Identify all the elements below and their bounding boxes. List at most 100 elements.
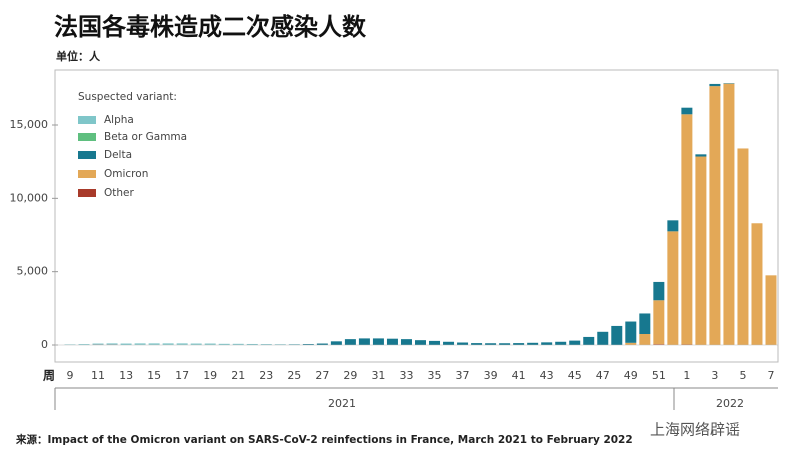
bar-segment: [260, 344, 272, 345]
bar-segment: [583, 336, 595, 345]
bar-segment: [667, 231, 679, 345]
y-tick-label: 5,000: [17, 265, 49, 278]
bar-segment: [471, 343, 483, 345]
bar-segment: [625, 342, 637, 345]
x-tick-label: 19: [203, 369, 217, 382]
bar-segment: [92, 343, 104, 345]
y-tick-label: 0: [41, 338, 48, 351]
bar-segment: [330, 341, 342, 345]
x-tick-label: 35: [428, 369, 442, 382]
bar-segment: [667, 220, 679, 232]
bar-segment: [386, 338, 398, 345]
bar-segment: [695, 156, 707, 345]
x-tick-label: 7: [768, 369, 775, 382]
bar-segment: [302, 344, 314, 345]
bar-segment: [443, 341, 455, 345]
bar-segment: [737, 148, 749, 345]
x-tick-label: 15: [147, 369, 161, 382]
bar-segment: [709, 83, 721, 87]
bar-segment: [765, 275, 777, 345]
x-tick-label: 1: [683, 369, 690, 382]
bar-segment: [639, 313, 651, 334]
legend-swatch: [78, 189, 96, 197]
bar-segment: [569, 340, 581, 345]
bar-segment: [372, 338, 384, 345]
x-tick-label: 13: [119, 369, 133, 382]
bar-segment: [611, 325, 623, 345]
bar-segment: [134, 343, 146, 345]
y-tick-label: 10,000: [10, 191, 49, 204]
bar-segment: [457, 342, 469, 345]
x-tick-label: 47: [596, 369, 610, 382]
bar-segment: [541, 342, 553, 345]
bar-segment: [176, 343, 188, 345]
bar-segment: [597, 331, 609, 345]
chart-title: 法国各毒株造成二次感染人数: [54, 13, 367, 41]
watermark: 上海网络辟谣: [650, 421, 740, 439]
bar-segment: [527, 342, 539, 345]
x-tick-label: 21: [231, 369, 245, 382]
bar-segment: [709, 86, 721, 345]
bar-segment: [120, 343, 132, 345]
legend-label: Delta: [104, 149, 132, 161]
bar-segment: [681, 114, 693, 345]
legend-swatch: [78, 151, 96, 159]
x-tick-label: 49: [624, 369, 638, 382]
legend-title: Suspected variant:: [78, 91, 177, 103]
bar-segment: [148, 343, 160, 345]
bar-segment: [751, 223, 763, 345]
legend-swatch: [78, 133, 96, 141]
chart-subtitle: 单位：人: [56, 49, 101, 63]
x-tick-label: 11: [91, 369, 105, 382]
x-tick-label: 29: [343, 369, 357, 382]
x-tick-label: 39: [484, 369, 498, 382]
bar-segment: [485, 343, 497, 345]
bar-segment: [639, 334, 651, 345]
bar-segment: [429, 340, 441, 345]
bar-segment: [653, 344, 665, 345]
x-tick-label: 3: [711, 369, 718, 382]
bar-segment: [204, 343, 216, 345]
bar-segment: [78, 344, 90, 345]
bar-segment: [723, 83, 735, 345]
source-note: 来源：Impact of the Omicron variant on SARS…: [15, 433, 633, 446]
bar-segment: [625, 321, 637, 343]
bar-segment: [499, 343, 511, 345]
x-tick-label: 5: [739, 369, 746, 382]
bar-segment: [162, 343, 174, 345]
x-tick-label: 43: [540, 369, 554, 382]
plot-frame: [54, 69, 779, 363]
x-tick-label: 45: [568, 369, 582, 382]
bar-segment: [218, 343, 230, 345]
x-tick-label: 51: [652, 369, 666, 382]
bar-segment: [106, 343, 118, 345]
bar-segment: [513, 343, 525, 345]
bar-segment: [400, 339, 412, 345]
x-tick-label: 33: [399, 369, 413, 382]
bar-segment: [653, 281, 665, 301]
legend-swatch: [78, 170, 96, 178]
x-tick-label: 9: [67, 369, 74, 382]
legend-label: Alpha: [104, 114, 134, 126]
bar-segment: [246, 343, 258, 345]
bar-segment: [695, 154, 707, 157]
x-tick-label: 31: [371, 369, 385, 382]
x-tick-label: 27: [315, 369, 329, 382]
bar-segment: [232, 343, 244, 345]
legend-label: Other: [104, 187, 134, 199]
legend-label: Omicron: [104, 168, 148, 180]
y-tick-label: 15,000: [10, 118, 49, 131]
bar-segment: [344, 339, 356, 345]
bar-segment: [681, 107, 693, 115]
x-tick-label: 23: [259, 369, 273, 382]
x-tick-label: 41: [512, 369, 526, 382]
x-tick-label: 17: [175, 369, 189, 382]
bar-segment: [190, 343, 202, 345]
bar-segment: [415, 340, 426, 345]
bar-segment: [358, 338, 370, 345]
legend-swatch: [78, 116, 96, 124]
bar-segment: [653, 300, 665, 345]
x-tick-label: 25: [287, 369, 301, 382]
x-axis-label: 周: [43, 369, 55, 383]
